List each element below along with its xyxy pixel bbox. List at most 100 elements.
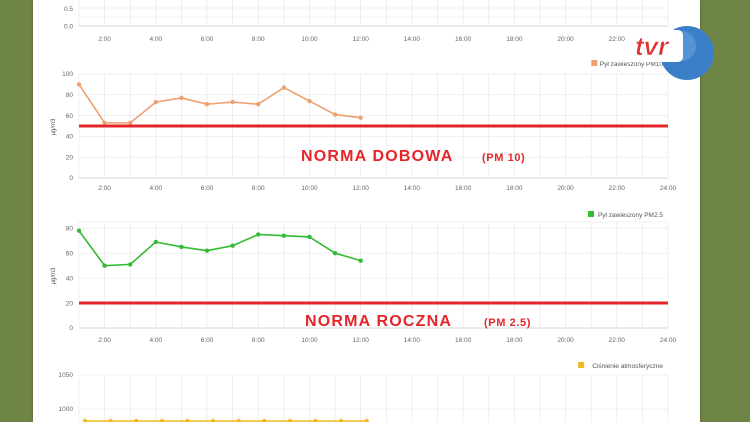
charts-page: 0.0 0.5 2:00 4:00 6:00 8:00 10:00 12:00 14:00 16:… [33,0,700,422]
pm25-series-point [76,228,82,233]
x-tick-label: 4:00 [149,185,162,192]
x-tick-label: 6:00 [201,337,214,344]
y-tick-label: 80 [66,225,74,232]
y-tick-label: 1000 [59,406,74,413]
y-tick-label: 80 [66,92,74,99]
x-tick-label: 20:00 [557,36,574,43]
x-tick-label: 18:00 [506,337,523,344]
norma-roczna-label: NORMA ROCZNA [305,313,452,330]
x-tick-label: 16:00 [455,337,472,344]
x-tick-label: 10:00 [301,36,318,43]
x-tick-label: 22:00 [609,36,626,43]
chart-pressure-partial: 1050 1000 Ciśnienie atmosferyczne [59,362,669,422]
y-tick-label: 1050 [59,372,74,379]
pm10-series-point [256,101,261,107]
pressure-series-point [313,418,318,422]
x-tick-label: 18:00 [506,185,523,192]
pm10-series-point [76,82,82,87]
pm25-series-point [128,262,133,267]
x-tick-label: 16:00 [455,185,472,192]
x-tick-label: 16:00 [455,36,472,43]
x-tick-label: 24:00 [660,185,677,192]
norma-roczna-sublabel: (PM 2.5) [484,317,531,329]
pm25-series-point [153,239,159,245]
x-tick-label: 20:00 [557,337,574,344]
y-tick-label: 0.0 [64,24,73,31]
pm10-series-point [102,120,107,126]
pm10-series-point [128,120,133,126]
y-tick-label: 0.5 [64,6,73,13]
chart-pm25: 0 20 40 60 80 µg/m3 2:00 4:00 6:00 8:00 10:00 12:00… [51,211,677,344]
x-tick-label: 10:00 [301,337,318,344]
pressure-series-point [159,418,165,422]
pressure-series-point [185,418,190,422]
x-tick-label: 8:00 [252,337,265,344]
charts-canvas: 0.0 0.5 2:00 4:00 6:00 8:00 10:00 12:00 14:00 16:… [51,0,677,422]
y-axis-label: µg/m3 [51,267,57,284]
legend-swatch [578,362,585,368]
y-tick-label: 60 [66,250,74,257]
x-tick-label: 22:00 [609,185,626,192]
pm10-series-point [281,85,287,90]
pm25-series-point [281,233,287,238]
pm10-series-point [179,95,184,101]
x-tick-label: 24:00 [660,337,677,344]
norma-dobowa-sublabel: (PM 10) [482,152,525,164]
pressure-series-point [287,418,293,422]
pm25-series-point [332,250,338,256]
logo-text: tvr [635,31,670,61]
x-tick-label: 14:00 [404,185,421,192]
legend-label: Ciśnienie atmosferyczne [592,363,663,370]
pm25-series-point [102,263,107,268]
x-tick-label: 20:00 [557,185,574,192]
legend-label: Pył zawieszony PM10 [600,61,664,68]
pm10-series-point [307,98,312,104]
x-tick-label: 8:00 [252,185,265,192]
pm25-series-point [358,258,363,263]
legend-label: Pył zawieszony PM2.5 [598,212,663,219]
x-tick-label: 2:00 [98,36,111,43]
x-tick-label: 10:00 [301,185,318,192]
x-tick-label: 12:00 [353,36,370,43]
y-tick-label: 0 [69,325,73,332]
pm10-series-point [153,99,159,105]
pm10-series-point [358,115,363,120]
pressure-series-point [338,418,344,422]
x-tick-label: 12:00 [353,185,370,192]
x-tick-label: 4:00 [149,36,162,43]
pressure-series-point [134,418,139,422]
chart-pm10: 0 20 40 60 80 100 µg/m3 2:00 4:00 6:00 8:00 10:00 12… [51,60,677,192]
x-tick-label: 2:00 [98,337,111,344]
y-tick-label: 60 [66,113,74,120]
pressure-series-point [236,418,241,422]
x-tick-label: 14:00 [404,36,421,43]
pressure-series-point [364,418,369,422]
pm25-series-point [204,248,210,253]
chart-top-partial: 0.0 0.5 2:00 4:00 6:00 8:00 10:00 12:00 14:00 16:… [64,0,677,43]
pm10-series-line [78,83,361,124]
pm10-series-point [204,101,210,107]
logo-text-plate [631,30,683,62]
pressure-series-point [108,418,113,422]
x-tick-label: 18:00 [506,36,523,43]
pm10-series-point [230,99,235,105]
pm25-series-line [78,230,361,267]
legend-swatch [588,211,594,217]
tvr-logo: tvr [631,26,714,80]
y-tick-label: 20 [66,154,74,161]
x-tick-label: 8:00 [252,36,265,43]
y-axis-label: µg/m3 [51,118,57,135]
pm25-series-point [307,234,312,240]
y-tick-label: 40 [66,134,74,141]
pressure-series-point [210,418,216,422]
pm25-series-point [179,244,184,250]
pm25-series-point [230,243,235,248]
x-tick-label: 2:00 [98,185,111,192]
x-tick-label: 6:00 [201,185,214,192]
pm10-series-point [332,112,338,117]
pressure-series-point [262,418,267,422]
pressure-series-point [82,418,88,422]
pm25-series-point [256,232,261,237]
y-tick-label: 100 [62,71,73,78]
legend-swatch [591,60,598,66]
